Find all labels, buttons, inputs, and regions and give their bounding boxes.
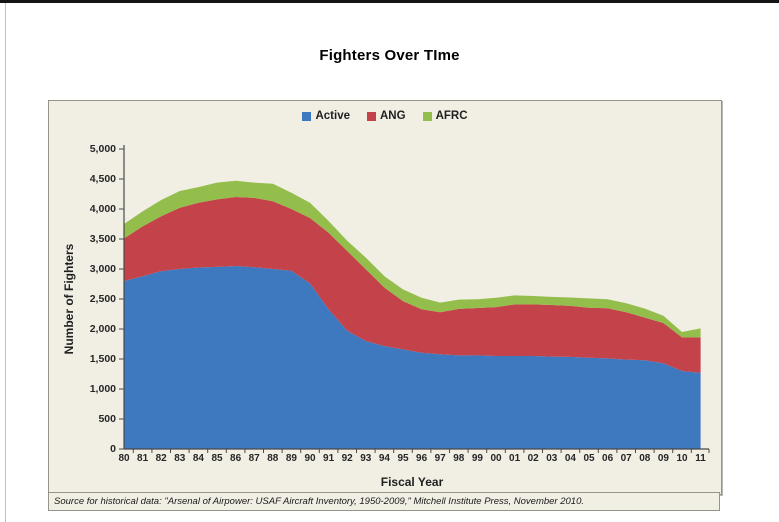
y-tick-label: 1,000: [89, 383, 116, 395]
x-tick-label: 85: [211, 453, 223, 464]
y-tick-label: 2,000: [89, 323, 116, 335]
x-tick-label: 10: [676, 453, 688, 464]
y-tick-label: 4,500: [89, 173, 116, 185]
x-tick-label: 97: [434, 453, 446, 464]
x-tick-label: 84: [192, 453, 204, 464]
x-tick-label: 89: [285, 453, 297, 464]
y-tick-label: 500: [98, 413, 116, 425]
x-tick-label: 88: [267, 453, 279, 464]
legend-item-ang: ANG: [367, 110, 406, 122]
x-tick-label: 87: [248, 453, 260, 464]
legend-swatch-ang-icon: [367, 111, 376, 121]
legend-item-afrc: AFRC: [422, 110, 468, 122]
x-tick-label: 95: [397, 453, 409, 464]
x-tick-label: 91: [323, 453, 335, 464]
x-tick-label: 81: [137, 453, 149, 464]
x-tick-label: 93: [360, 453, 372, 464]
chart-legend: Active ANG AFRC: [49, 110, 721, 122]
x-tick-label: 80: [118, 453, 130, 464]
y-tick-label: 1,500: [89, 353, 116, 365]
x-tick-label: 00: [490, 453, 502, 464]
area-ang: [124, 197, 701, 373]
legend-item-active: Active: [302, 110, 350, 122]
y-tick-label: 2,500: [89, 293, 116, 305]
legend-swatch-afrc-icon: [422, 111, 432, 121]
y-tick-label: 3,000: [89, 263, 116, 275]
legend-label-afrc: AFRC: [435, 110, 468, 122]
x-tick-label: 86: [230, 453, 242, 464]
area-active: [124, 266, 701, 449]
x-tick-label: 03: [546, 453, 558, 464]
x-tick-label: 05: [583, 453, 595, 464]
x-tick-label: 02: [527, 453, 539, 464]
x-tick-label: 09: [657, 453, 669, 464]
x-tick-label: 98: [453, 453, 465, 464]
y-tick-label: 3,500: [89, 233, 116, 245]
x-tick-label: 08: [639, 453, 651, 464]
x-tick-label: 99: [471, 453, 483, 464]
y-tick-label: 4,000: [89, 203, 116, 215]
legend-swatch-active-icon: [302, 111, 312, 121]
x-tick-label: 01: [509, 453, 521, 464]
page-top-border: [0, 0, 779, 3]
x-tick-label: 07: [620, 453, 632, 464]
x-tick-label: 90: [304, 453, 316, 464]
x-tick-label: 04: [564, 453, 576, 464]
stacked-area-chart: [119, 145, 710, 453]
y-tick-label: 0: [110, 443, 116, 455]
legend-label-active: Active: [315, 110, 350, 122]
x-axis-title: Fiscal Year: [380, 475, 444, 489]
area-afrc: [124, 180, 701, 338]
x-tick-label: 96: [416, 453, 428, 464]
source-note: Source for historical data: "Arsenal of …: [54, 496, 585, 507]
legend-label-ang: ANG: [380, 110, 406, 122]
source-bar: Source for historical data: "Arsenal of …: [48, 492, 720, 511]
y-tick-label: 5,000: [89, 143, 116, 155]
page-title: Fighters Over TIme: [319, 47, 460, 64]
x-tick-label: 06: [602, 453, 614, 464]
x-tick-label: 94: [378, 453, 390, 464]
chart-figure: Active ANG AFRC Number of Fighters Fisca…: [48, 100, 722, 495]
x-tick-label: 11: [695, 453, 706, 464]
page-left-border: [5, 3, 6, 522]
x-tick-label: 82: [155, 453, 167, 464]
x-tick-label: 83: [174, 453, 186, 464]
x-tick-label: 92: [341, 453, 353, 464]
